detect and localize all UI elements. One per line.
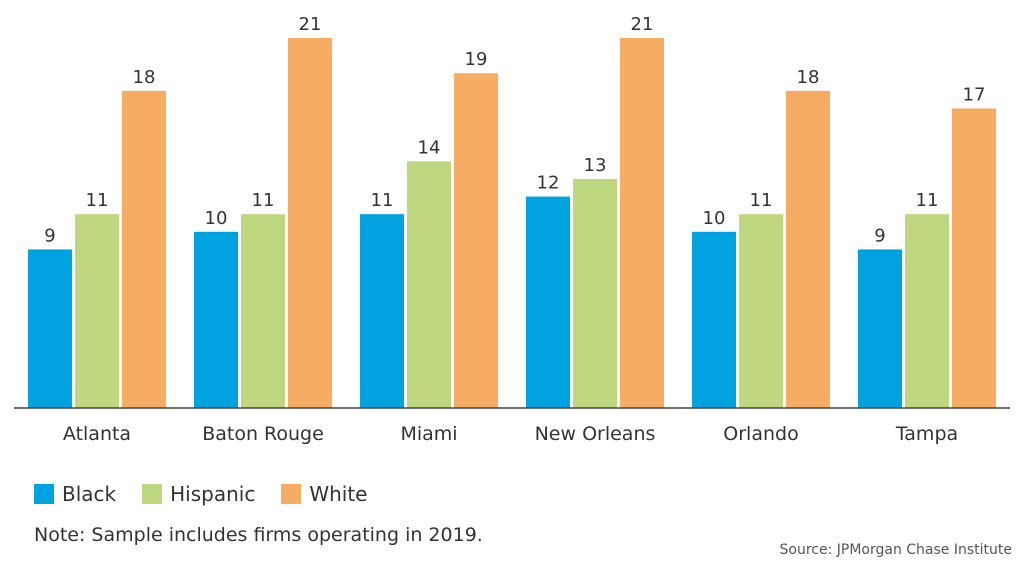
data-label-white-tampa: 17 [963,84,986,105]
bar-hispanic-tampa [905,214,949,408]
bar-chart: 9 11 18 Atlanta 10 11 21 Baton Rouge 11 14 19 Miami… [14,14,1010,445]
legend-label-black: Black [62,482,117,506]
bar-white-miami [454,73,498,408]
bar-black-baton-rouge [194,231,238,408]
legend-label-hispanic: Hispanic [170,482,256,506]
data-label-white-new-orleans: 21 [631,14,654,35]
bar-black-new-orleans [526,196,570,408]
category-label-miami: Miami [400,423,457,445]
legend-item-white: White [281,482,367,506]
bar-white-new-orleans [620,38,664,408]
data-label-black-new-orleans: 12 [537,173,560,194]
bar-hispanic-new-orleans [573,178,617,408]
bar-hispanic-atlanta [75,214,119,408]
data-label-hispanic-atlanta: 11 [86,190,109,211]
data-label-black-baton-rouge: 10 [205,208,228,229]
data-label-hispanic-tampa: 11 [916,190,939,211]
data-label-hispanic-baton-rouge: 11 [252,190,275,211]
category-label-atlanta: Atlanta [63,423,131,445]
category-label-tampa: Tampa [895,423,958,445]
bar-white-orlando [786,90,830,408]
bar-hispanic-orlando [739,214,783,408]
legend-item-black: Black [34,482,116,506]
data-label-white-baton-rouge: 21 [299,14,322,35]
data-label-black-atlanta: 9 [44,225,55,246]
legend-item-hispanic: Hispanic [142,482,255,506]
bar-black-tampa [858,249,902,408]
data-label-white-atlanta: 18 [133,67,156,88]
bar-hispanic-baton-rouge [241,214,285,408]
bar-black-orlando [692,231,736,408]
legend-label-white: White [309,482,368,506]
data-label-black-tampa: 9 [874,225,885,246]
category-label-orlando: Orlando [723,423,798,445]
data-label-black-orlando: 10 [703,208,726,229]
data-label-hispanic-miami: 14 [418,137,441,158]
bar-white-baton-rouge [288,38,332,408]
data-label-hispanic-orlando: 11 [750,190,773,211]
data-label-white-miami: 19 [465,49,488,70]
data-label-hispanic-new-orleans: 13 [584,155,607,176]
chart-note: Note: Sample includes firms operating in… [34,524,483,546]
category-label-baton-rouge: Baton Rouge [202,423,324,445]
data-label-white-orlando: 18 [797,67,820,88]
bar-white-tampa [952,108,996,408]
category-label-new-orleans: New Orleans [535,423,656,445]
bar-white-atlanta [122,90,166,408]
data-label-black-miami: 11 [371,190,394,211]
bar-black-atlanta [28,249,72,408]
chart-legend: Black Hispanic White [34,482,393,506]
bar-hispanic-miami [407,161,451,408]
legend-swatch-black [34,484,54,504]
bar-black-miami [360,214,404,408]
chart-source: Source: JPMorgan Chase Institute [779,542,1013,558]
legend-swatch-white [281,484,302,504]
legend-swatch-hispanic [142,484,163,504]
